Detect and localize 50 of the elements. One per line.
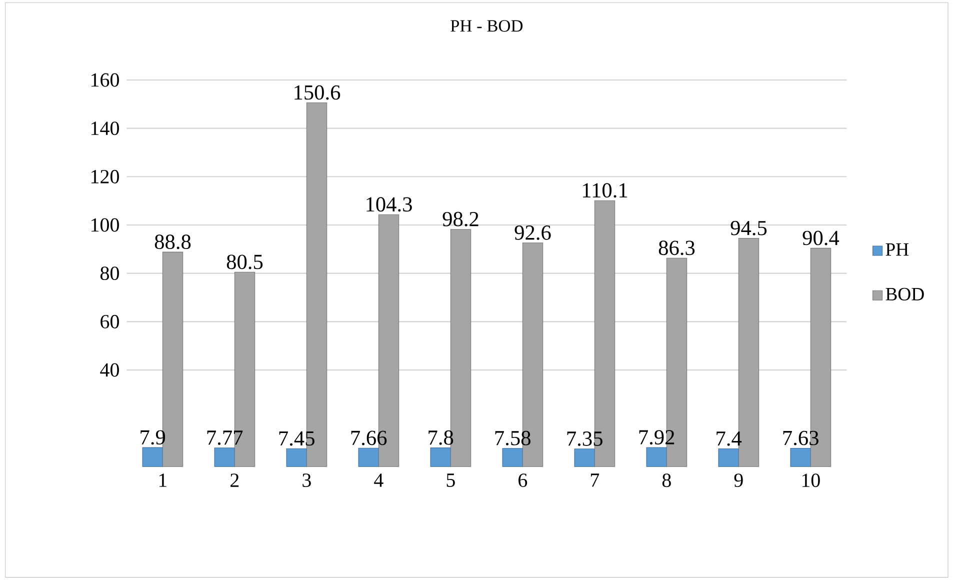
data-label: 7.92 — [639, 430, 674, 445]
data-label: 94.5 — [730, 220, 767, 236]
data-label: 7.45 — [279, 431, 314, 446]
data-label: 86.3 — [658, 240, 695, 256]
bar — [574, 448, 595, 467]
data-label: 104.3 — [366, 197, 412, 212]
bar — [646, 447, 667, 467]
x-tick-label: 9 — [734, 474, 743, 488]
legend-label: BOD — [886, 288, 924, 300]
bar — [286, 448, 307, 467]
data-label: 7.63 — [783, 430, 818, 446]
legend-label: PH — [886, 243, 909, 256]
bar — [790, 448, 811, 467]
x-tick-label: 4 — [374, 474, 384, 487]
bar — [214, 448, 235, 467]
bar — [358, 448, 379, 467]
data-label: 90.4 — [802, 230, 840, 246]
data-label: 7.8 — [428, 430, 454, 445]
x-tick-label: 7 — [590, 474, 600, 487]
x-tick-label: 1 — [159, 474, 166, 487]
y-tick-label: 120 — [91, 170, 119, 184]
data-label: 7.58 — [495, 430, 530, 446]
y-tick-label: 40 — [100, 363, 119, 377]
data-label: 88.8 — [154, 234, 191, 250]
bar — [502, 448, 523, 467]
data-label: 80.5 — [226, 254, 263, 270]
data-label: 7.66 — [351, 430, 387, 446]
x-tick-label: 5 — [446, 474, 455, 487]
data-label: 7.9 — [140, 430, 166, 445]
x-tick-label: 8 — [662, 474, 671, 488]
data-label: 7.4 — [716, 432, 742, 446]
data-label: 150.6 — [294, 85, 340, 100]
data-label: 110.1 — [583, 183, 628, 198]
y-tick-label: 60 — [100, 314, 119, 328]
chart-title: PH - BOD — [450, 20, 523, 32]
y-tick-label: 80 — [100, 266, 119, 280]
bar — [718, 448, 739, 467]
x-tick-label: 6 — [518, 474, 528, 488]
data-label: 98.2 — [442, 212, 478, 226]
y-tick-label: 160 — [91, 73, 119, 87]
data-label: 7.35 — [567, 432, 602, 446]
data-label: 92.6 — [514, 226, 551, 240]
bar — [430, 448, 451, 467]
bar — [142, 447, 163, 467]
x-tick-label: 10 — [802, 474, 820, 488]
x-tick-label: 2 — [230, 474, 239, 487]
y-tick-label: 140 — [91, 122, 119, 136]
x-tick-label: 3 — [302, 474, 311, 488]
y-tick-label: 100 — [91, 218, 119, 232]
data-label: 7.77 — [207, 430, 243, 445]
